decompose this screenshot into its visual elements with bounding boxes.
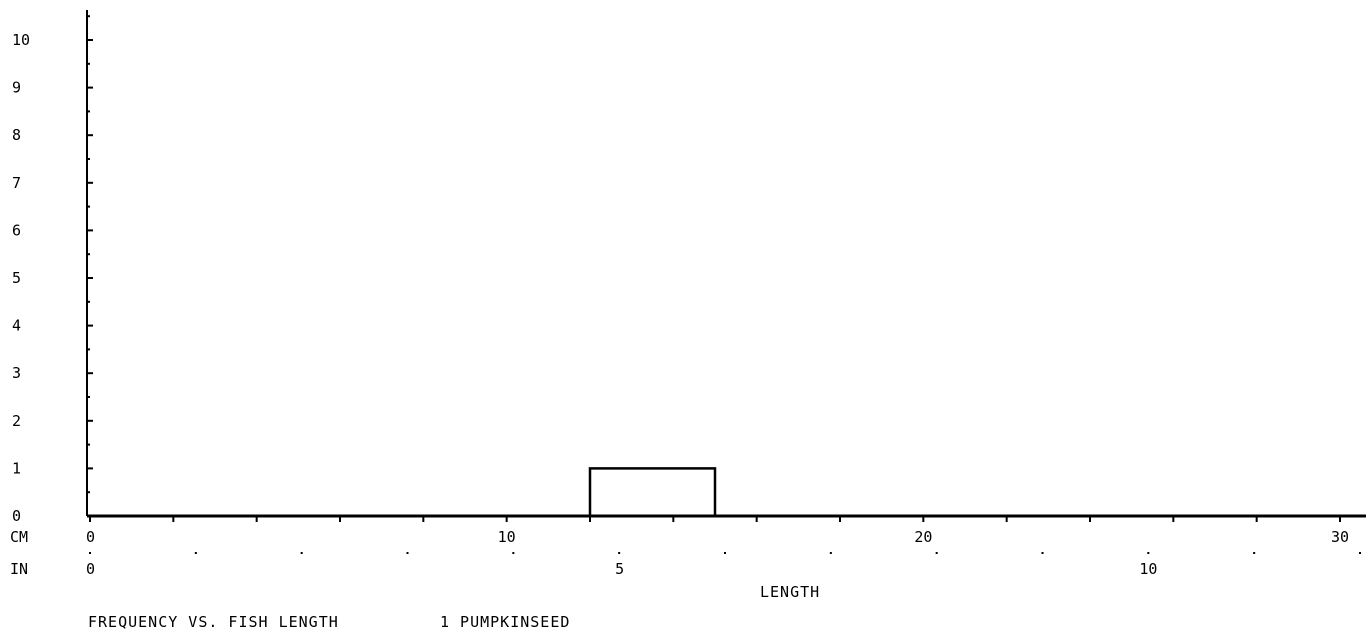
y-axis: 0 1 2 3 4 5 6 7 8 9 10 xyxy=(12,10,93,525)
chart-subtitle: 1 PUMPKINSEED xyxy=(440,613,570,630)
x-inch-tick-label: 0 xyxy=(86,560,95,578)
x-axis: 0 10 20 30 0 5 10 xyxy=(86,514,1366,578)
x-inch-tick xyxy=(406,552,409,554)
histogram-bar xyxy=(588,467,717,518)
y-tick-label: 7 xyxy=(12,174,21,192)
y-tick-label: 4 xyxy=(12,317,21,335)
x-cm-tick-label: 20 xyxy=(914,528,932,546)
x-axis-title: LENGTH xyxy=(760,583,820,601)
y-tick-label: 1 xyxy=(12,459,21,477)
y-tick-label: 2 xyxy=(12,412,21,430)
y-tick-label: 3 xyxy=(12,364,21,382)
y-tick-label: 9 xyxy=(12,79,21,97)
chart-title: FREQUENCY VS. FISH LENGTH xyxy=(88,613,339,630)
y-tick-label: 10 xyxy=(12,31,30,49)
x-inch-tick xyxy=(1147,552,1150,554)
y-tick-label: 0 xyxy=(12,507,21,525)
x-inch-tick xyxy=(935,552,938,554)
x-inch-tick-label: 10 xyxy=(1139,560,1157,578)
x-unit-in-label: IN xyxy=(10,560,28,578)
y-tick-label: 6 xyxy=(12,221,21,239)
x-inch-tick xyxy=(724,552,726,554)
x-cm-tick-label: 10 xyxy=(498,528,516,546)
x-inch-tick xyxy=(194,552,197,554)
y-tick-label: 5 xyxy=(12,269,21,287)
x-inch-tick-label: 5 xyxy=(615,560,624,578)
y-tick-label: 8 xyxy=(12,126,21,144)
x-inch-tick xyxy=(1253,552,1256,554)
x-inch-tick xyxy=(1041,552,1044,554)
x-inch-tick xyxy=(512,552,515,554)
x-inch-tick xyxy=(89,552,91,554)
bars xyxy=(588,467,717,518)
x-inch-tick xyxy=(1359,552,1361,554)
x-inch-tick xyxy=(300,552,303,554)
x-inch-tick xyxy=(618,552,621,554)
x-cm-tick-label: 30 xyxy=(1331,528,1349,546)
x-inch-tick xyxy=(829,552,832,554)
x-cm-tick-label: 0 xyxy=(86,528,95,546)
x-unit-cm-label: CM xyxy=(10,528,28,546)
